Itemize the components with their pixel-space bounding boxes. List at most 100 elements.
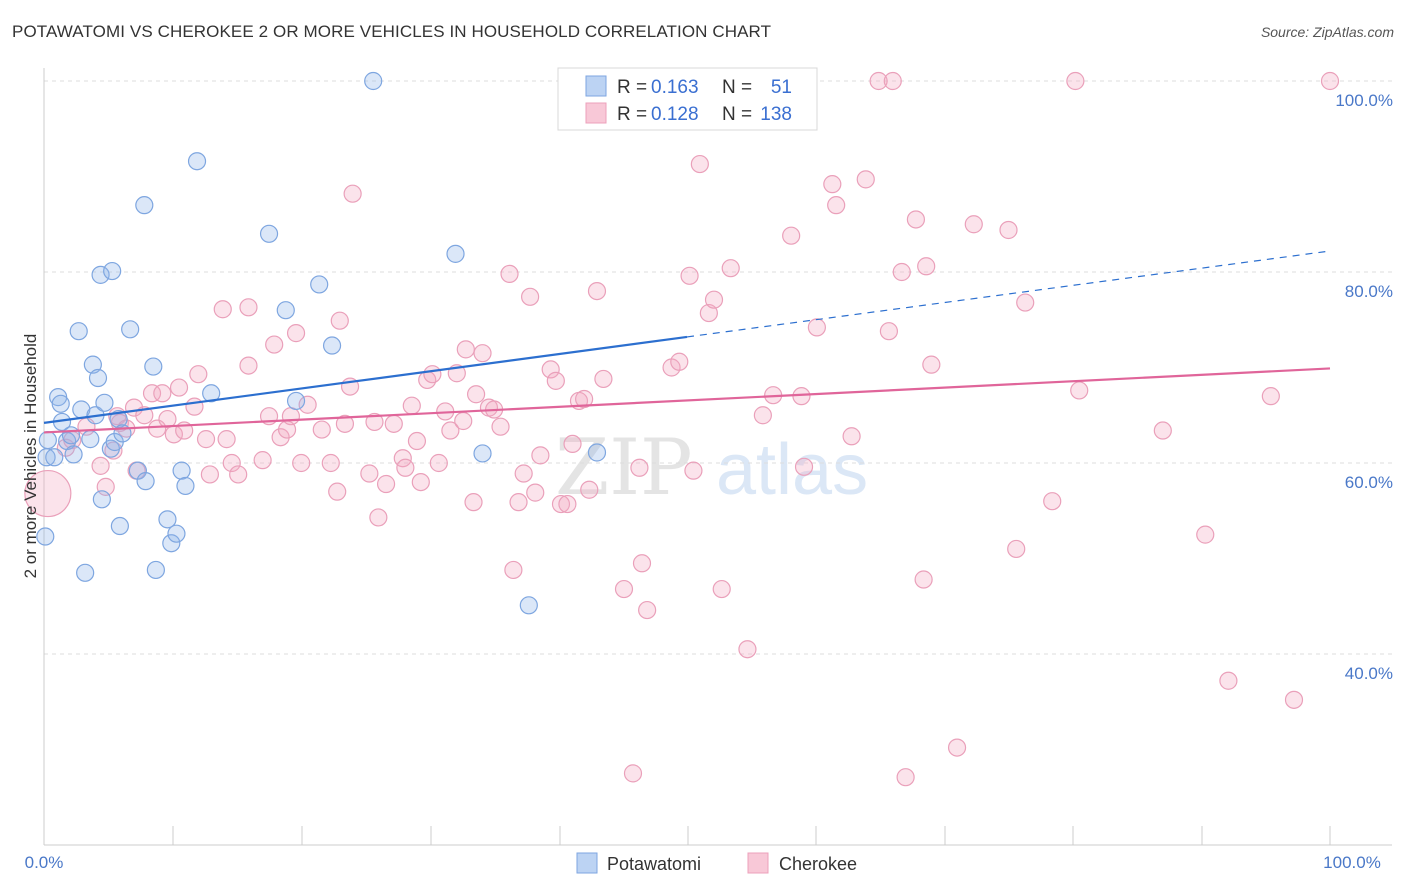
- potawatomi-point: [83, 355, 102, 374]
- cherokee-point: [153, 384, 172, 403]
- potawatomi-point: [519, 596, 538, 615]
- cherokee-point: [222, 453, 241, 473]
- bottom-legend-potawatomi: Potawatomi: [607, 854, 701, 874]
- legend-r-value-2: 0.128: [651, 104, 699, 125]
- cherokee-point: [509, 493, 528, 512]
- bottom-legend-cherokee: Cherokee: [779, 854, 857, 874]
- cherokee-point: [312, 420, 331, 439]
- y-tick-label: 40.0%: [1345, 664, 1393, 683]
- cherokee-point: [281, 407, 301, 426]
- cherokee-point: [896, 768, 915, 787]
- cherokee-point: [253, 451, 272, 470]
- chart-title: POTAWATOMI VS CHEROKEE 2 OR MORE VEHICLE…: [12, 22, 772, 41]
- potawatomi-point: [91, 265, 110, 284]
- cherokee-point: [1016, 293, 1035, 312]
- cherokee-point: [514, 464, 533, 483]
- cherokee-point: [384, 414, 403, 433]
- cherokee-point: [541, 360, 560, 379]
- potawatomi-point: [36, 527, 55, 546]
- potawatomi-point: [45, 448, 64, 467]
- y-tick-labels: 100.0% 80.0% 60.0% 40.0%: [1335, 91, 1393, 683]
- cherokee-point: [964, 215, 983, 234]
- cherokee-point: [217, 430, 236, 449]
- potawatomi-point: [322, 336, 342, 355]
- cherokee-point: [856, 170, 875, 189]
- cherokee-point: [879, 322, 899, 341]
- potawatomi-point: [446, 244, 465, 263]
- cherokee-point: [999, 220, 1018, 240]
- y-tick-label: 100.0%: [1335, 91, 1393, 110]
- cherokee-point: [827, 196, 846, 215]
- cherokee-point: [402, 396, 421, 415]
- cherokee-point: [914, 570, 933, 589]
- cherokee-point: [321, 453, 340, 473]
- cherokee-point: [521, 287, 540, 306]
- y-axis-title: 2 or more Vehicles in Household: [21, 334, 40, 579]
- cherokee-point: [632, 554, 652, 573]
- cherokee-trendline: [43, 367, 1331, 434]
- y-tick-label: 60.0%: [1345, 473, 1393, 492]
- cherokee-point: [229, 465, 248, 484]
- bottom-legend-swatch-potawatomi: [576, 852, 598, 874]
- potawatomi-point: [144, 357, 163, 376]
- cherokee-point: [699, 303, 718, 323]
- legend-r-value-1: 0.163: [651, 77, 699, 98]
- cherokee-point: [454, 411, 473, 431]
- cherokee-point: [504, 560, 523, 580]
- potawatomi-point: [88, 368, 108, 388]
- x-tick-label-max: 100.0%: [1323, 853, 1381, 872]
- correlation-legend: R = 0.163 N = 51 R = 0.128 N = 138: [557, 67, 818, 131]
- cherokee-point: [704, 290, 724, 309]
- potawatomi-point: [38, 430, 57, 450]
- cherokee-point: [721, 259, 740, 278]
- cherokee-point: [441, 421, 460, 440]
- potawatomi-point: [64, 445, 83, 464]
- x-tick-label-min: 0.0%: [25, 853, 64, 872]
- bottom-legend-swatch-cherokee: [747, 852, 769, 874]
- cherokee-point: [335, 414, 355, 433]
- potawatomi-point: [69, 322, 88, 341]
- cherokee-point: [807, 318, 826, 337]
- cherokee-point: [526, 483, 545, 502]
- cherokee-point: [1320, 71, 1340, 91]
- cherokee-point: [411, 473, 430, 492]
- potawatomi-point: [187, 152, 207, 171]
- cherokee-point: [712, 579, 731, 599]
- cherokee-point: [213, 300, 232, 319]
- cherokee-point: [464, 493, 483, 512]
- cherokee-point: [500, 264, 519, 284]
- cherokee-point: [670, 352, 689, 371]
- cherokee-point: [328, 482, 347, 501]
- potawatomi-point: [103, 261, 122, 281]
- cherokee-point: [24, 469, 72, 518]
- potawatomi-point: [473, 444, 492, 463]
- legend-swatch-potawatomi: [585, 75, 607, 97]
- potawatomi-point: [310, 275, 329, 294]
- potawatomi-points: [36, 71, 607, 615]
- cherokee-point: [563, 434, 582, 453]
- cherokee-point: [738, 640, 757, 659]
- cherokee-point: [360, 464, 379, 483]
- cherokee-point: [466, 385, 486, 404]
- legend-n-value-2: 138: [760, 104, 792, 125]
- potawatomi-point: [76, 563, 95, 582]
- cherokee-point: [782, 226, 801, 245]
- potawatomi-point: [158, 510, 177, 529]
- cherokee-point: [614, 579, 634, 599]
- cherokee-point: [690, 154, 709, 174]
- cherokee-point: [623, 764, 643, 783]
- cherokee-point: [169, 378, 189, 397]
- cherokee-point: [158, 409, 177, 429]
- potawatomi-point: [276, 301, 295, 320]
- cherokee-point: [892, 262, 911, 282]
- watermark: ZIP atlas: [555, 423, 868, 513]
- cherokee-point: [869, 71, 888, 91]
- potawatomi-point: [92, 490, 111, 509]
- cherokee-point: [1196, 525, 1215, 544]
- cherokee-point: [531, 446, 550, 465]
- potawatomi-point: [121, 320, 140, 339]
- cherokee-point: [376, 474, 396, 494]
- cherokee-point: [491, 417, 510, 436]
- cherokee-point: [753, 406, 772, 425]
